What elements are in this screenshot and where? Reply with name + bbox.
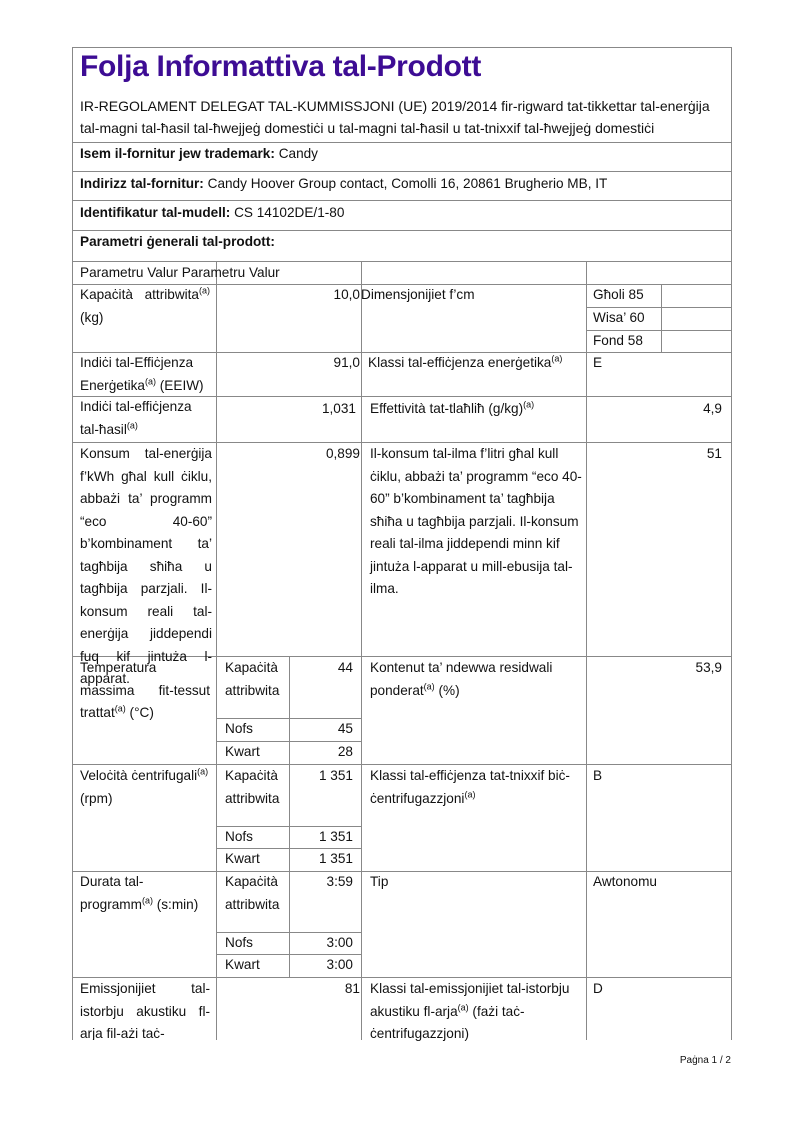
water-consumption-label: Il-konsum tal-ilma f’litri għal kull ċik… [370,446,582,596]
page-title: Folja Informattiva tal-Prodott [80,50,482,83]
energy-class-label: Klassi tal-effiċjenza enerġetika(a) [368,353,563,370]
height-dim: Għoli 85 [593,287,644,302]
eei-label: Indiċi tal-Effiċjenza Enerġetika(a) (EEI… [80,355,204,393]
noise-class-label: Klassi tal-emissjonijiet tal-istorbju ak… [370,981,570,1041]
spin-class-value: B [593,768,603,783]
capacity-label: Kapaċità attribwita(a) (kg) [80,285,210,325]
model-row: Identifikatur tal-mudell: CS 14102DE/1-8… [80,202,344,225]
divider [72,764,731,765]
divider [72,200,731,201]
divider [289,656,290,977]
supplier-value: Candy [278,146,318,161]
divider [72,171,731,172]
moisture-label: Kontenut ta’ ndewwa residwali ponderat(a… [370,660,553,698]
divider [72,47,731,48]
noise-value: 81 [344,981,360,996]
spin-sub-value: 1 351 [318,829,353,844]
depth-dim: Fond 58 [593,333,643,348]
temperature-sub-label: Kapaċità attribwita [225,660,280,698]
divider [72,871,731,872]
washing-efficiency-label: Indiċi tal-effiċjenza tal-ħasil(a) [80,399,192,437]
divider [72,142,731,143]
spin-sub-label: Kwart [225,851,260,866]
divider [586,330,731,331]
temperature-sub-value: 44 [337,660,353,675]
divider [72,352,731,353]
supplier-label: Isem il-fornitur jew trademark: [80,146,275,161]
rinsing-value: 4,9 [703,401,722,416]
divider [216,741,361,742]
energy-class-value: E [593,355,603,370]
divider [72,47,73,1040]
divider [72,442,731,443]
temperature-sub-value: 45 [337,721,353,736]
model-label: Identifikatur tal-mudell: [80,205,231,220]
rinsing-label: Effettività tat-tlaħliħ (g/kg)(a) [370,399,535,416]
divider [72,396,731,397]
dimensions-label: Dimensjonijiet f’cm [361,287,475,302]
divider [586,262,587,1040]
temperature-sub-label: Nofs [225,721,253,736]
address-row: Indirizz tal-fornitur: Candy Hoover Grou… [80,173,607,196]
general-params-row: Parametri ġenerali tal-prodott: [80,231,275,254]
divider [72,230,731,231]
spin-class-label: Klassi tal-effiċjenza tat-tnixxif biċ-ċe… [370,768,570,806]
eei-value: 91,0 [333,355,360,370]
divider [361,262,362,1040]
energy-consumption-label: Konsum tal-enerġija f’kWh għal kull ċikl… [80,446,212,686]
water-consumption-value: 51 [706,446,722,461]
divider [731,47,732,1040]
temperature-sub-value: 28 [337,744,353,759]
type-value: Awtonomu [593,874,657,889]
duration-sub-value: 3:00 [326,957,353,972]
noise-label: Emissjonijiet tal-istorbju akustiku fl-a… [80,981,210,1040]
divider [216,262,217,1040]
general-params-label: Parametri ġenerali tal-prodott: [80,234,275,249]
address-label: Indirizz tal-fornitur: [80,176,204,191]
divider [216,932,361,933]
address-value: Candy Hoover Group contact, Comolli 16, … [207,176,608,191]
divider [72,656,731,657]
table-header: Parametru Valur Parametru Valur [80,265,280,280]
divider [216,718,361,719]
page-number: Paġna 1 / 2 [679,1055,731,1066]
divider [216,848,361,849]
spin-sub-label: Kapaċità attribwita [225,768,280,806]
divider [661,284,662,352]
duration-label: Durata tal-programm(a) (s:min) [80,874,199,912]
duration-sub-label: Kapaċità attribwita [225,874,280,912]
model-value: CS 14102DE/1-80 [234,205,345,220]
noise-class-value: D [593,981,603,996]
divider [72,261,731,262]
capacity-value: 10,0 [333,287,360,302]
spin-sub-value: 1 351 [318,768,353,783]
supplier-row: Isem il-fornitur jew trademark: Candy [80,143,318,166]
duration-sub-label: Nofs [225,935,253,950]
type-label: Tip [370,874,389,889]
divider [216,954,361,955]
width-dim: Wisa’ 60 [593,310,645,325]
duration-sub-value: 3:00 [326,935,353,950]
washing-efficiency-value: 1,031 [321,401,356,416]
divider [72,977,731,978]
spin-sub-label: Nofs [225,829,253,844]
moisture-value: 53,9 [695,660,722,675]
divider [216,826,361,827]
duration-sub-value: 3:59 [326,874,353,889]
spin-sub-value: 1 351 [318,851,353,866]
temperature-sub-label: Kwart [225,744,260,759]
energy-consumption-value: 0,899 [325,446,360,461]
duration-sub-label: Kwart [225,957,260,972]
regulation-text: IR-REGOLAMENT DELEGAT TAL-KUMMISSJONI (U… [80,98,710,136]
temperature-label: Temperatura massima fit-tessut trattat(a… [80,660,210,720]
spin-speed-label: Veloċità ċentrifugali(a) (rpm) [80,766,209,806]
divider [586,307,731,308]
divider [72,284,731,285]
